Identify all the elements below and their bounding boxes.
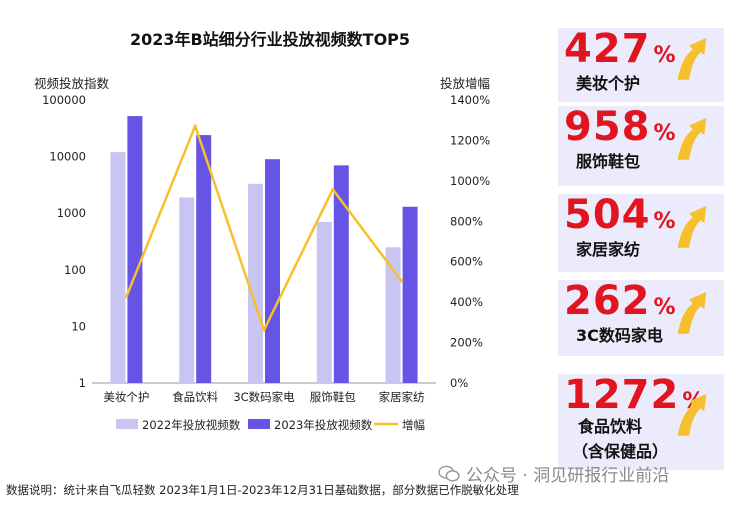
legend-swatch-2022: [116, 419, 138, 429]
chart-title: 2023年B站细分行业投放视频数TOP5: [130, 30, 410, 49]
bilibili-industry-chart: 2023年B站细分行业投放视频数TOP5 视频投放指数 投放增幅 1101001…: [34, 30, 490, 432]
right-tick-label: 600%: [450, 255, 483, 269]
curved-up-arrow-icon: [677, 205, 707, 248]
bar-2022: [179, 197, 195, 383]
right-tick-label: 400%: [450, 295, 483, 309]
curved-up-arrow-icon: [677, 291, 707, 334]
right-tick-label: 200%: [450, 336, 483, 350]
right-axis-ticks: 0% 200% 400% 600% 800% 1000% 1200% 1400%: [450, 93, 490, 390]
stat-number: 427%: [564, 26, 676, 79]
stat-value: 262: [564, 278, 651, 324]
legend-label-growth: 增幅: [402, 418, 425, 432]
stat-unit: %: [653, 121, 676, 146]
right-tick-label: 0%: [450, 376, 468, 390]
bar-group: [110, 116, 418, 383]
legend-label-2023: 2023年投放视频数: [274, 418, 373, 432]
stat-unit: %: [653, 43, 676, 68]
curved-up-arrow-icon: [677, 393, 707, 436]
stat-unit: %: [653, 209, 676, 234]
right-tick-label: 1200%: [450, 133, 490, 147]
left-tick-label: 10: [71, 319, 86, 333]
growth-line-group: [124, 124, 404, 332]
category-label: 3C数码家电: [233, 390, 295, 404]
stat-card-food-beverage: 1272% 食品饮料 （含保健品）: [558, 372, 724, 470]
stat-value: 504: [564, 192, 651, 238]
legend: 2022年投放视频数 2023年投放视频数 增幅: [116, 418, 425, 432]
growth-point: [262, 328, 266, 332]
category-label: 食品饮料: [172, 390, 218, 404]
bar-2022: [385, 247, 401, 383]
stat-number: 504%: [564, 192, 676, 245]
stat-number: 958%: [564, 104, 676, 157]
category-label: 服饰鞋包: [310, 390, 356, 404]
bar-2023: [127, 116, 143, 383]
left-tick-label: 10000: [49, 150, 86, 164]
category-labels: 美妆个护 食品饮料 3C数码家电 服饰鞋包 家居家纺: [103, 390, 424, 404]
stat-label: 服饰鞋包: [576, 152, 641, 171]
stat-unit: %: [653, 295, 676, 320]
stat-card-apparel: 958% 服饰鞋包: [558, 104, 724, 186]
right-tick-label: 800%: [450, 214, 483, 228]
right-tick-label: 1400%: [450, 93, 490, 107]
growth-line: [125, 124, 403, 332]
curved-up-arrow-icon: [677, 37, 707, 80]
category-label: 美妆个护: [103, 390, 149, 404]
growth-point: [331, 187, 335, 191]
stat-sub-label: （含保健品）: [572, 442, 669, 461]
stat-value: 958: [564, 104, 651, 150]
watermark-text: 公众号 · 洞见研报行业前沿: [466, 466, 670, 486]
left-tick-label: 100: [64, 263, 86, 277]
stat-label: 3C数码家电: [576, 326, 663, 345]
bar-2023: [265, 159, 280, 383]
left-tick-label: 1: [79, 376, 86, 390]
bar-2022: [110, 152, 126, 383]
bar-2022: [316, 221, 332, 383]
bar-2023: [333, 165, 349, 383]
bar-2023: [402, 206, 418, 383]
bar-2022: [248, 183, 263, 383]
watermark: 公众号 · 洞见研报行业前沿: [438, 461, 669, 486]
stat-number: 262%: [564, 278, 676, 331]
stat-value: 427: [564, 26, 651, 72]
growth-point: [400, 279, 404, 283]
growth-point: [193, 124, 197, 128]
legend-label-2022: 2022年投放视频数: [142, 418, 241, 432]
legend-swatch-2023: [248, 419, 270, 429]
curved-up-arrow-icon: [677, 117, 707, 160]
stat-label: 食品饮料: [578, 417, 643, 436]
bar-2023: [196, 135, 212, 383]
right-tick-label: 1000%: [450, 174, 490, 188]
stat-label: 家居家纺: [576, 240, 641, 259]
stat-card-beauty: 427% 美妆个护: [558, 26, 724, 102]
left-tick-label: 100000: [42, 93, 86, 107]
category-label: 家居家纺: [379, 390, 425, 404]
left-tick-label: 1000: [57, 206, 86, 220]
stat-card-home-textile: 504% 家居家纺: [558, 192, 724, 272]
growth-point: [124, 295, 128, 299]
footnote: 数据说明：统计来自飞瓜轻数 2023年1月1日-2023年12月31日基础数据，…: [6, 483, 519, 497]
stat-value: 1272: [564, 372, 680, 418]
left-axis-label: 视频投放指数: [34, 76, 110, 91]
wechat-icon: [438, 465, 460, 481]
right-axis-label: 投放增幅: [440, 76, 490, 91]
stat-number: 1272%: [564, 372, 704, 425]
stat-label: 美妆个护: [576, 74, 641, 93]
left-axis-ticks: 1 10 100 1000 10000 100000: [42, 93, 86, 390]
stat-card-3c-electronics: 262% 3C数码家电: [558, 278, 724, 356]
